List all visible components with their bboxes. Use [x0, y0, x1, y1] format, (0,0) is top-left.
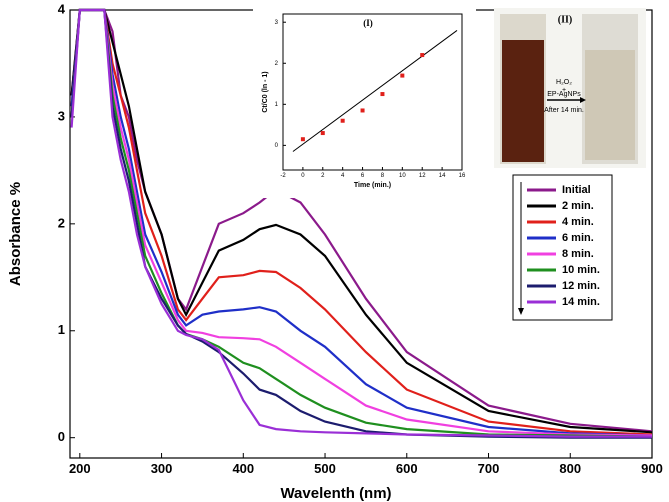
legend-label: 6 min. [562, 232, 594, 244]
y-tick-label: 3 [58, 108, 65, 123]
x-tick-label: -2 [280, 173, 286, 179]
arrowhead [580, 97, 586, 103]
x-tick-label: 500 [314, 461, 336, 476]
inset-bg [253, 6, 476, 198]
x-tick-label: 4 [341, 173, 345, 179]
x-tick-label: 0 [301, 173, 305, 179]
photo-text: + [562, 87, 566, 94]
photo-text: After 14 min. [544, 107, 584, 114]
legend-label: 12 min. [562, 280, 600, 292]
data-point [400, 73, 405, 78]
x-tick-label: 700 [478, 461, 500, 476]
legend-arrowhead [518, 308, 524, 315]
y-tick-label: 0 [58, 429, 65, 444]
x-tick-label: 2 [321, 173, 325, 179]
y-tick-label: 2 [58, 215, 65, 230]
data-point [420, 53, 425, 58]
inset-x-label: Time (min.) [354, 182, 391, 189]
inset-y-label: Ct/C0 (ln - 1) [262, 71, 269, 112]
x-tick-label: 8 [381, 173, 385, 179]
x-tick-label: 16 [459, 173, 466, 179]
x-tick-label: 900 [641, 461, 663, 476]
y-tick-label: 4 [58, 1, 66, 16]
data-point [360, 108, 365, 113]
x-tick-label: 600 [396, 461, 418, 476]
y-tick-label: 2 [275, 61, 279, 67]
x-tick-label: 12 [419, 173, 426, 179]
x-axis-label: Wavelenth (nm) [280, 485, 391, 502]
photo-text: H₂O₂ [556, 79, 572, 86]
vial-liquid [585, 50, 635, 160]
y-tick-label: 3 [275, 20, 279, 26]
x-tick-label: 300 [151, 461, 173, 476]
y-tick-label: 1 [275, 102, 279, 108]
photo-text: EP-AgNPs [547, 91, 581, 98]
y-tick-label: 0 [275, 143, 279, 149]
x-tick-label: 14 [439, 173, 446, 179]
x-tick-label: 200 [69, 461, 91, 476]
photo-inset: (II) H₂O₂ + EP-AgNPs After 14 min. [494, 8, 646, 168]
legend-label: Initial [562, 184, 591, 196]
series-line [70, 8, 653, 436]
y-tick-label: 1 [58, 322, 65, 337]
legend-label: 2 min. [562, 200, 594, 212]
photo-label: (II) [558, 14, 572, 25]
data-point [300, 137, 305, 142]
x-tick-label: 10 [399, 173, 406, 179]
legend-label: 10 min. [562, 264, 600, 276]
x-tick-label: 400 [232, 461, 254, 476]
y-axis-label: Absorbance % [7, 182, 24, 286]
fit-line [292, 30, 458, 152]
data-point [380, 92, 385, 97]
vial-liquid [502, 40, 544, 162]
legend-label: 8 min. [562, 248, 594, 260]
inset-frame [282, 13, 463, 171]
x-tick-label: 6 [361, 173, 365, 179]
data-point [340, 118, 345, 123]
series-line [70, 8, 652, 438]
legend-label: 4 min. [562, 216, 594, 228]
x-tick-label: 800 [559, 461, 581, 476]
data-point [320, 131, 325, 136]
legend-label: 14 min. [562, 296, 600, 308]
series-line [70, 8, 653, 434]
inset-title: (I) [363, 18, 373, 28]
series-line [70, 8, 653, 433]
legend-box [512, 174, 613, 321]
